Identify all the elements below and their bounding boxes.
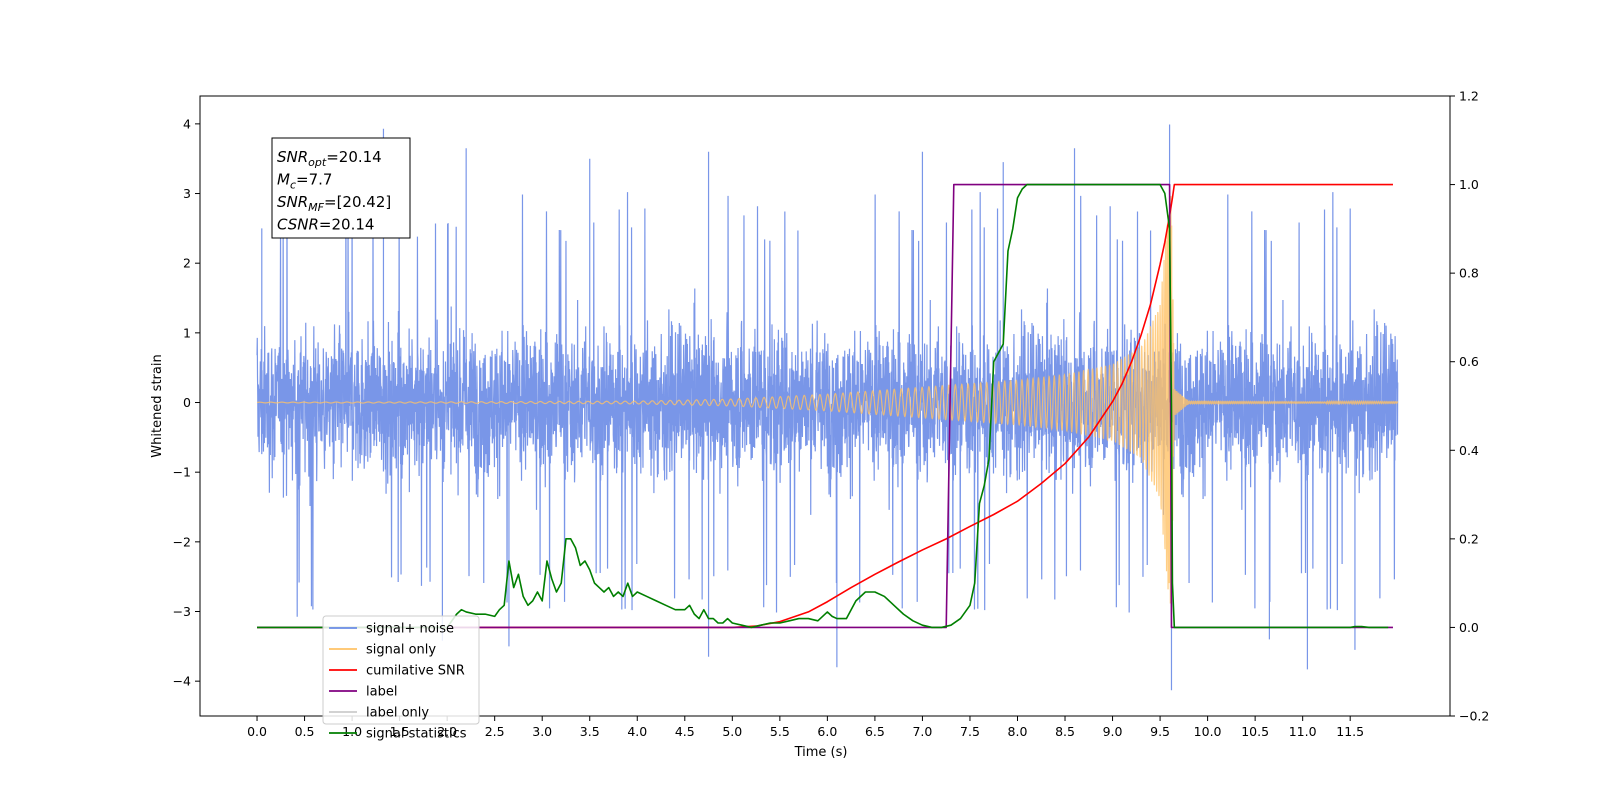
x-tick-label: 7.5 <box>960 724 980 739</box>
x-tick-label: 9.0 <box>1103 724 1123 739</box>
y-axis-label: Whitened strain <box>150 354 165 457</box>
series-cumilative-snr <box>257 183 1393 629</box>
legend-item-label: label <box>329 685 397 700</box>
legend-label: signal only <box>366 643 436 658</box>
legend-label: label only <box>366 706 429 721</box>
y2-tick-label: 1.0 <box>1459 177 1479 192</box>
x-tick-label: 10.0 <box>1194 724 1222 739</box>
x-tick-label: 2.5 <box>485 724 505 739</box>
x-tick-label: 5.0 <box>722 724 742 739</box>
y-tick-label: −2 <box>173 534 191 549</box>
annotation-frame <box>271 137 411 239</box>
y2-tick-label: 0.6 <box>1459 354 1479 369</box>
x-tick-label: 6.5 <box>865 724 885 739</box>
legend-frame <box>322 615 480 725</box>
annotation-line: CSNR=20.14 <box>277 216 374 234</box>
legend-item-signal-only: signal only <box>329 643 436 658</box>
x-axis: 0.0 0.5 1.0 1.5 2.0 2.5 3.0 3.5 4.0 4.5 5.0 5.5 6.0 6… <box>247 716 1364 739</box>
legend-item-signal-statistics: signal statistics <box>329 727 467 742</box>
series-signal-only <box>256 195 1399 604</box>
legend-label: label <box>366 685 397 700</box>
x-tick-label: 5.5 <box>770 724 790 739</box>
x-tick-label: 10.5 <box>1241 724 1269 739</box>
legend: signal+ noise signal only cumilative SNR la… <box>322 615 480 742</box>
y-tick-label: 4 <box>183 116 191 131</box>
annotation-line: SNRMF=[20.42] <box>277 193 391 214</box>
x-tick-label: 0.5 <box>295 724 315 739</box>
y-tick-label: 0 <box>183 395 191 410</box>
x-tick-label: 6.0 <box>817 724 837 739</box>
x-tick-label: 3.5 <box>580 724 600 739</box>
x-axis-label: Time (s) <box>794 745 848 760</box>
y2-tick-label: −0.2 <box>1459 709 1489 724</box>
x-tick-label: 7.0 <box>912 724 932 739</box>
y-tick-label: 3 <box>183 186 191 201</box>
x-tick-label: 1.0 <box>342 724 362 739</box>
axes-frame <box>199 95 1451 717</box>
series-signal-statistics <box>257 183 1389 629</box>
legend-label: signal+ noise <box>366 622 454 637</box>
legend-label: signal statistics <box>366 727 467 742</box>
y2-tick-label: 0.2 <box>1459 531 1479 546</box>
x-tick-label: 3.0 <box>532 724 552 739</box>
annotation-line: SNRopt=20.14 <box>277 148 382 169</box>
x-tick-label: 8.0 <box>1008 724 1028 739</box>
x-tick-label: 11.5 <box>1336 724 1364 739</box>
x-tick-label: 4.5 <box>675 724 695 739</box>
y2-tick-label: 1.2 <box>1459 89 1479 104</box>
y-tick-label: 1 <box>183 325 191 340</box>
x-tick-label: 1.5 <box>390 724 410 739</box>
x-tick-label: 4.0 <box>627 724 647 739</box>
x-tick-label: 9.5 <box>1150 724 1170 739</box>
legend-item-cumilative-snr: cumilative SNR <box>329 664 465 679</box>
y-tick-label: −3 <box>173 604 191 619</box>
y-tick-label: 2 <box>183 256 191 271</box>
y2-tick-label: 0.0 <box>1459 620 1479 635</box>
y-tick-label: −4 <box>173 674 191 689</box>
x-tick-label: 8.5 <box>1055 724 1075 739</box>
plot-area <box>256 124 1399 691</box>
y2-tick-label: 0.4 <box>1459 443 1479 458</box>
legend-item-label-only: label only <box>329 706 429 721</box>
y-tick-label: −1 <box>173 465 191 480</box>
y2-tick-label: 0.8 <box>1459 266 1479 281</box>
series-layer <box>256 124 1399 691</box>
y-axis-left: 4 3 2 1 0 −1 −2 −3 −4 <box>173 116 200 689</box>
annotation-line: Mc=7.7 <box>277 171 332 192</box>
y-axis-right: 1.2 1.0 0.8 0.6 0.4 0.2 0.0 −0.2 <box>1450 89 1489 724</box>
legend-label: cumilative SNR <box>366 664 465 679</box>
legend-item-signal-noise: signal+ noise <box>329 622 454 637</box>
x-tick-label: 2.0 <box>437 724 457 739</box>
x-tick-label: 0.0 <box>247 724 267 739</box>
x-tick-label: 11.0 <box>1289 724 1317 739</box>
